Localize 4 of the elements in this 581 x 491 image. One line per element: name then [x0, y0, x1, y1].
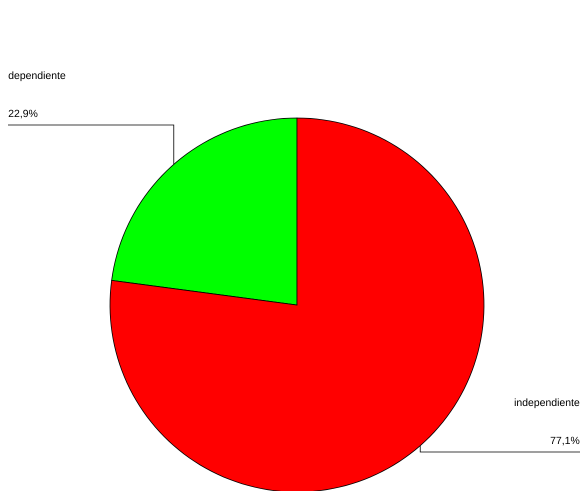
slice-label: dependiente: [8, 71, 66, 82]
data-label: 22,9%: [8, 110, 38, 118]
slice-label: independiente: [514, 398, 580, 408]
data-label: 77,1%: [550, 436, 580, 446]
